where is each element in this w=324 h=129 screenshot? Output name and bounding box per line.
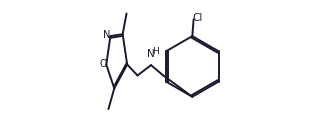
Text: O: O bbox=[99, 59, 107, 69]
Text: N: N bbox=[147, 49, 155, 59]
Text: N: N bbox=[103, 30, 110, 40]
Text: Cl: Cl bbox=[192, 13, 203, 23]
Text: H: H bbox=[153, 47, 159, 56]
